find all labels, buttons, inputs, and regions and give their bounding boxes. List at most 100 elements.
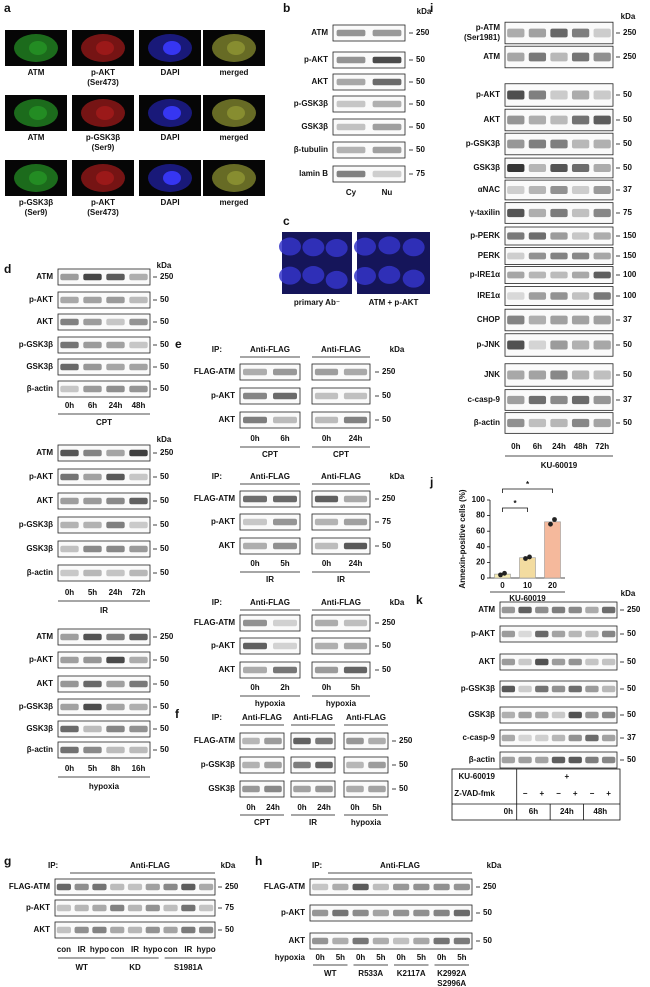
row-label: FLAG-ATM <box>194 367 236 376</box>
band <box>550 271 568 279</box>
band <box>593 395 611 405</box>
band <box>129 633 148 641</box>
kda-marker: 50 <box>623 370 632 379</box>
band <box>585 658 599 666</box>
band <box>528 252 547 260</box>
image-label: (Ser9) <box>92 143 115 152</box>
band <box>368 785 386 793</box>
lane-label: 5h <box>376 953 385 962</box>
x-axis-label: KU-60019 <box>509 594 546 603</box>
row-label: JNK <box>484 370 500 379</box>
row-label: AKT <box>289 936 306 945</box>
band <box>507 208 525 218</box>
condition-label: IR <box>309 818 317 827</box>
image-label: merged <box>220 68 249 77</box>
band <box>601 630 616 638</box>
row-label: p-GSK3β <box>201 760 235 769</box>
blot <box>311 363 371 381</box>
band <box>593 232 611 240</box>
kda-marker: 50 <box>160 724 169 733</box>
blot <box>239 780 285 798</box>
row-label: FLAG-ATM <box>194 618 236 627</box>
band <box>60 680 79 688</box>
band <box>571 186 590 194</box>
band <box>264 737 282 745</box>
blot <box>332 51 406 69</box>
band <box>593 315 611 325</box>
band <box>568 606 582 614</box>
nucleus <box>354 266 376 285</box>
row-label: ATM <box>478 605 495 614</box>
band <box>551 685 566 693</box>
band <box>106 318 125 326</box>
nucleus <box>354 237 376 256</box>
kda-marker: 50 <box>483 936 492 945</box>
band <box>507 90 525 100</box>
row-label: p-GSK3β <box>19 340 53 349</box>
blot <box>311 411 371 429</box>
band <box>56 904 71 912</box>
row-label: FLAG-ATM <box>194 736 236 745</box>
row-label: PERK <box>478 251 500 260</box>
row-label: GSK3β <box>26 544 53 553</box>
kda-marker: 50 <box>627 684 636 693</box>
band <box>92 926 107 934</box>
kda-marker: 50 <box>623 418 632 427</box>
band <box>336 100 366 108</box>
lane-label: 72h <box>132 588 146 597</box>
row-label: GSK3β <box>473 163 500 172</box>
row-label: β-actin <box>27 745 53 754</box>
treatment-label: KU-60019 <box>541 461 578 470</box>
band <box>518 734 532 742</box>
band <box>585 606 599 614</box>
lane-label: 24h <box>349 434 363 443</box>
y-tick-label: 0 <box>481 573 486 582</box>
lane-label: 0h <box>356 953 365 962</box>
nucleus <box>96 171 114 185</box>
band <box>129 725 148 733</box>
band <box>528 418 547 428</box>
band <box>535 711 549 719</box>
band <box>343 642 368 650</box>
row-label: p-ATM <box>476 23 501 32</box>
band <box>83 473 102 481</box>
blot <box>54 899 216 917</box>
blot <box>57 516 151 534</box>
band <box>129 680 148 688</box>
band <box>273 542 297 550</box>
band <box>199 904 214 912</box>
band <box>550 90 568 100</box>
band <box>550 370 568 380</box>
row-label: p-GSK3β <box>466 139 500 148</box>
kda-marker: 50 <box>160 295 169 304</box>
sign-label: + <box>573 789 578 798</box>
blot <box>57 358 151 376</box>
kda-label: kDa <box>390 472 405 481</box>
row-label: p-GSK3β <box>19 702 53 711</box>
nucleus <box>378 236 401 255</box>
row-label: ATM <box>36 632 53 641</box>
row-label: p-PERK <box>470 231 500 240</box>
nucleus <box>163 41 181 55</box>
row-label: GSK3β <box>301 122 328 131</box>
blot <box>309 878 473 896</box>
band <box>528 186 547 194</box>
panel-letter: d <box>4 262 11 276</box>
ip-label: IP: <box>212 472 222 481</box>
band <box>593 252 611 260</box>
band <box>293 785 311 793</box>
lane-label: 0h <box>504 807 513 816</box>
band <box>336 170 366 178</box>
kda-marker: 50 <box>160 362 169 371</box>
blot <box>311 614 371 632</box>
blot <box>57 336 151 354</box>
band <box>74 904 89 912</box>
band <box>551 756 566 764</box>
kda-marker: 50 <box>627 755 636 764</box>
band <box>145 926 160 934</box>
nucleus <box>402 269 425 288</box>
band <box>60 273 79 281</box>
panel-letter: k <box>416 593 423 607</box>
lane-label: IR <box>184 945 192 954</box>
band <box>110 926 125 934</box>
